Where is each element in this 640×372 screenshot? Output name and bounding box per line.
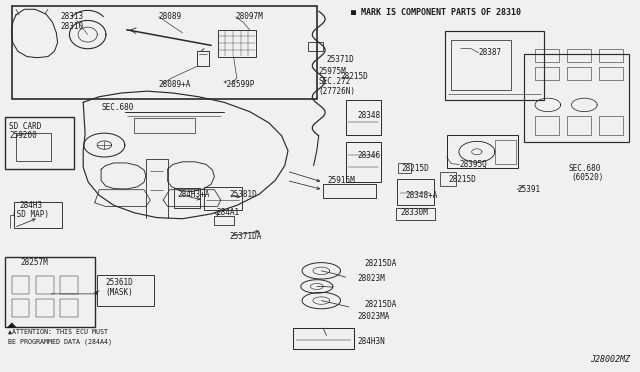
Bar <box>599 67 623 80</box>
Bar <box>495 140 516 164</box>
Bar <box>12 276 29 294</box>
Bar <box>451 40 511 90</box>
Text: 28313: 28313 <box>61 12 84 21</box>
Text: (SD MAP): (SD MAP) <box>12 210 49 219</box>
Bar <box>218 30 256 57</box>
Bar <box>174 188 200 208</box>
Text: ■ MARK IS COMPONENT PARTS OF 28310: ■ MARK IS COMPONENT PARTS OF 28310 <box>351 8 521 17</box>
Text: SEC.680: SEC.680 <box>101 103 134 112</box>
Text: 28023MA: 28023MA <box>357 312 390 321</box>
Text: 28215D: 28215D <box>340 72 368 81</box>
Bar <box>293 328 354 349</box>
Bar <box>398 163 411 173</box>
Text: 28348+A: 28348+A <box>405 191 438 200</box>
Text: 284H3: 284H3 <box>19 201 42 210</box>
Bar <box>599 116 623 135</box>
Text: 28310: 28310 <box>61 22 84 31</box>
Text: 28330M: 28330M <box>401 208 428 217</box>
Bar <box>214 216 234 225</box>
Bar <box>204 187 242 210</box>
Text: (27726N): (27726N) <box>319 87 356 96</box>
Text: 28346: 28346 <box>357 151 380 160</box>
Text: SEC.680: SEC.680 <box>568 164 601 173</box>
Text: 28348: 28348 <box>357 111 380 120</box>
Bar <box>599 49 623 62</box>
Bar <box>16 133 51 161</box>
Bar <box>97 275 154 306</box>
Bar <box>535 67 559 80</box>
Bar <box>12 6 317 99</box>
Bar <box>445 31 544 100</box>
Text: BE PROGRAMMED DATA (284A4): BE PROGRAMMED DATA (284A4) <box>8 339 112 345</box>
Bar <box>567 116 591 135</box>
Bar <box>440 172 456 186</box>
Text: 28089: 28089 <box>159 12 182 21</box>
Bar <box>535 116 559 135</box>
Text: 284H3N: 284H3N <box>357 337 385 346</box>
Text: (MASK): (MASK) <box>106 288 133 296</box>
Bar <box>346 142 381 182</box>
Text: 25915M: 25915M <box>328 176 355 185</box>
Bar <box>14 202 62 228</box>
Bar <box>60 276 78 294</box>
Text: J28002MZ: J28002MZ <box>590 355 630 364</box>
Bar <box>60 299 78 317</box>
Bar <box>5 257 95 327</box>
Text: 28395Q: 28395Q <box>460 160 487 169</box>
Text: 25381D: 25381D <box>229 190 257 199</box>
Text: (60520): (60520) <box>572 173 604 182</box>
Text: 28215D: 28215D <box>448 175 476 184</box>
Text: SD CARD: SD CARD <box>9 122 42 131</box>
Text: SEC.272: SEC.272 <box>319 77 351 86</box>
Bar <box>346 100 381 135</box>
Bar <box>447 135 518 168</box>
Text: 25371D: 25371D <box>326 55 354 64</box>
Bar <box>134 118 195 133</box>
Text: 25391: 25391 <box>517 185 540 194</box>
Bar <box>308 42 323 51</box>
Text: 28215DA: 28215DA <box>365 259 397 268</box>
Text: 28089+A: 28089+A <box>159 80 191 89</box>
Text: *28599P: *28599P <box>223 80 255 89</box>
Bar <box>36 299 54 317</box>
Bar <box>567 67 591 80</box>
Polygon shape <box>8 323 16 327</box>
Bar <box>12 299 29 317</box>
Bar <box>397 179 434 205</box>
Text: 28215D: 28215D <box>402 164 429 173</box>
Text: 28215DA: 28215DA <box>365 300 397 309</box>
Bar <box>396 208 435 220</box>
Text: 28023M: 28023M <box>357 274 385 283</box>
Text: ▲ATTENTION: THIS ECU MUST: ▲ATTENTION: THIS ECU MUST <box>8 329 108 335</box>
Text: 284H3+A: 284H3+A <box>178 190 211 199</box>
Text: 28387: 28387 <box>479 48 502 57</box>
Bar <box>567 49 591 62</box>
Bar <box>323 184 376 198</box>
Text: 28257M: 28257M <box>20 258 48 267</box>
Bar <box>197 51 209 66</box>
Text: 25371DA: 25371DA <box>229 232 262 241</box>
Text: 284A1: 284A1 <box>216 208 239 217</box>
Text: 25975M: 25975M <box>319 67 346 76</box>
Bar <box>36 276 54 294</box>
Bar <box>524 54 629 142</box>
Text: 25361D: 25361D <box>106 278 133 287</box>
Bar <box>535 49 559 62</box>
Text: 259200: 259200 <box>9 131 36 140</box>
Text: 28097M: 28097M <box>236 12 263 21</box>
Bar <box>5 117 74 169</box>
